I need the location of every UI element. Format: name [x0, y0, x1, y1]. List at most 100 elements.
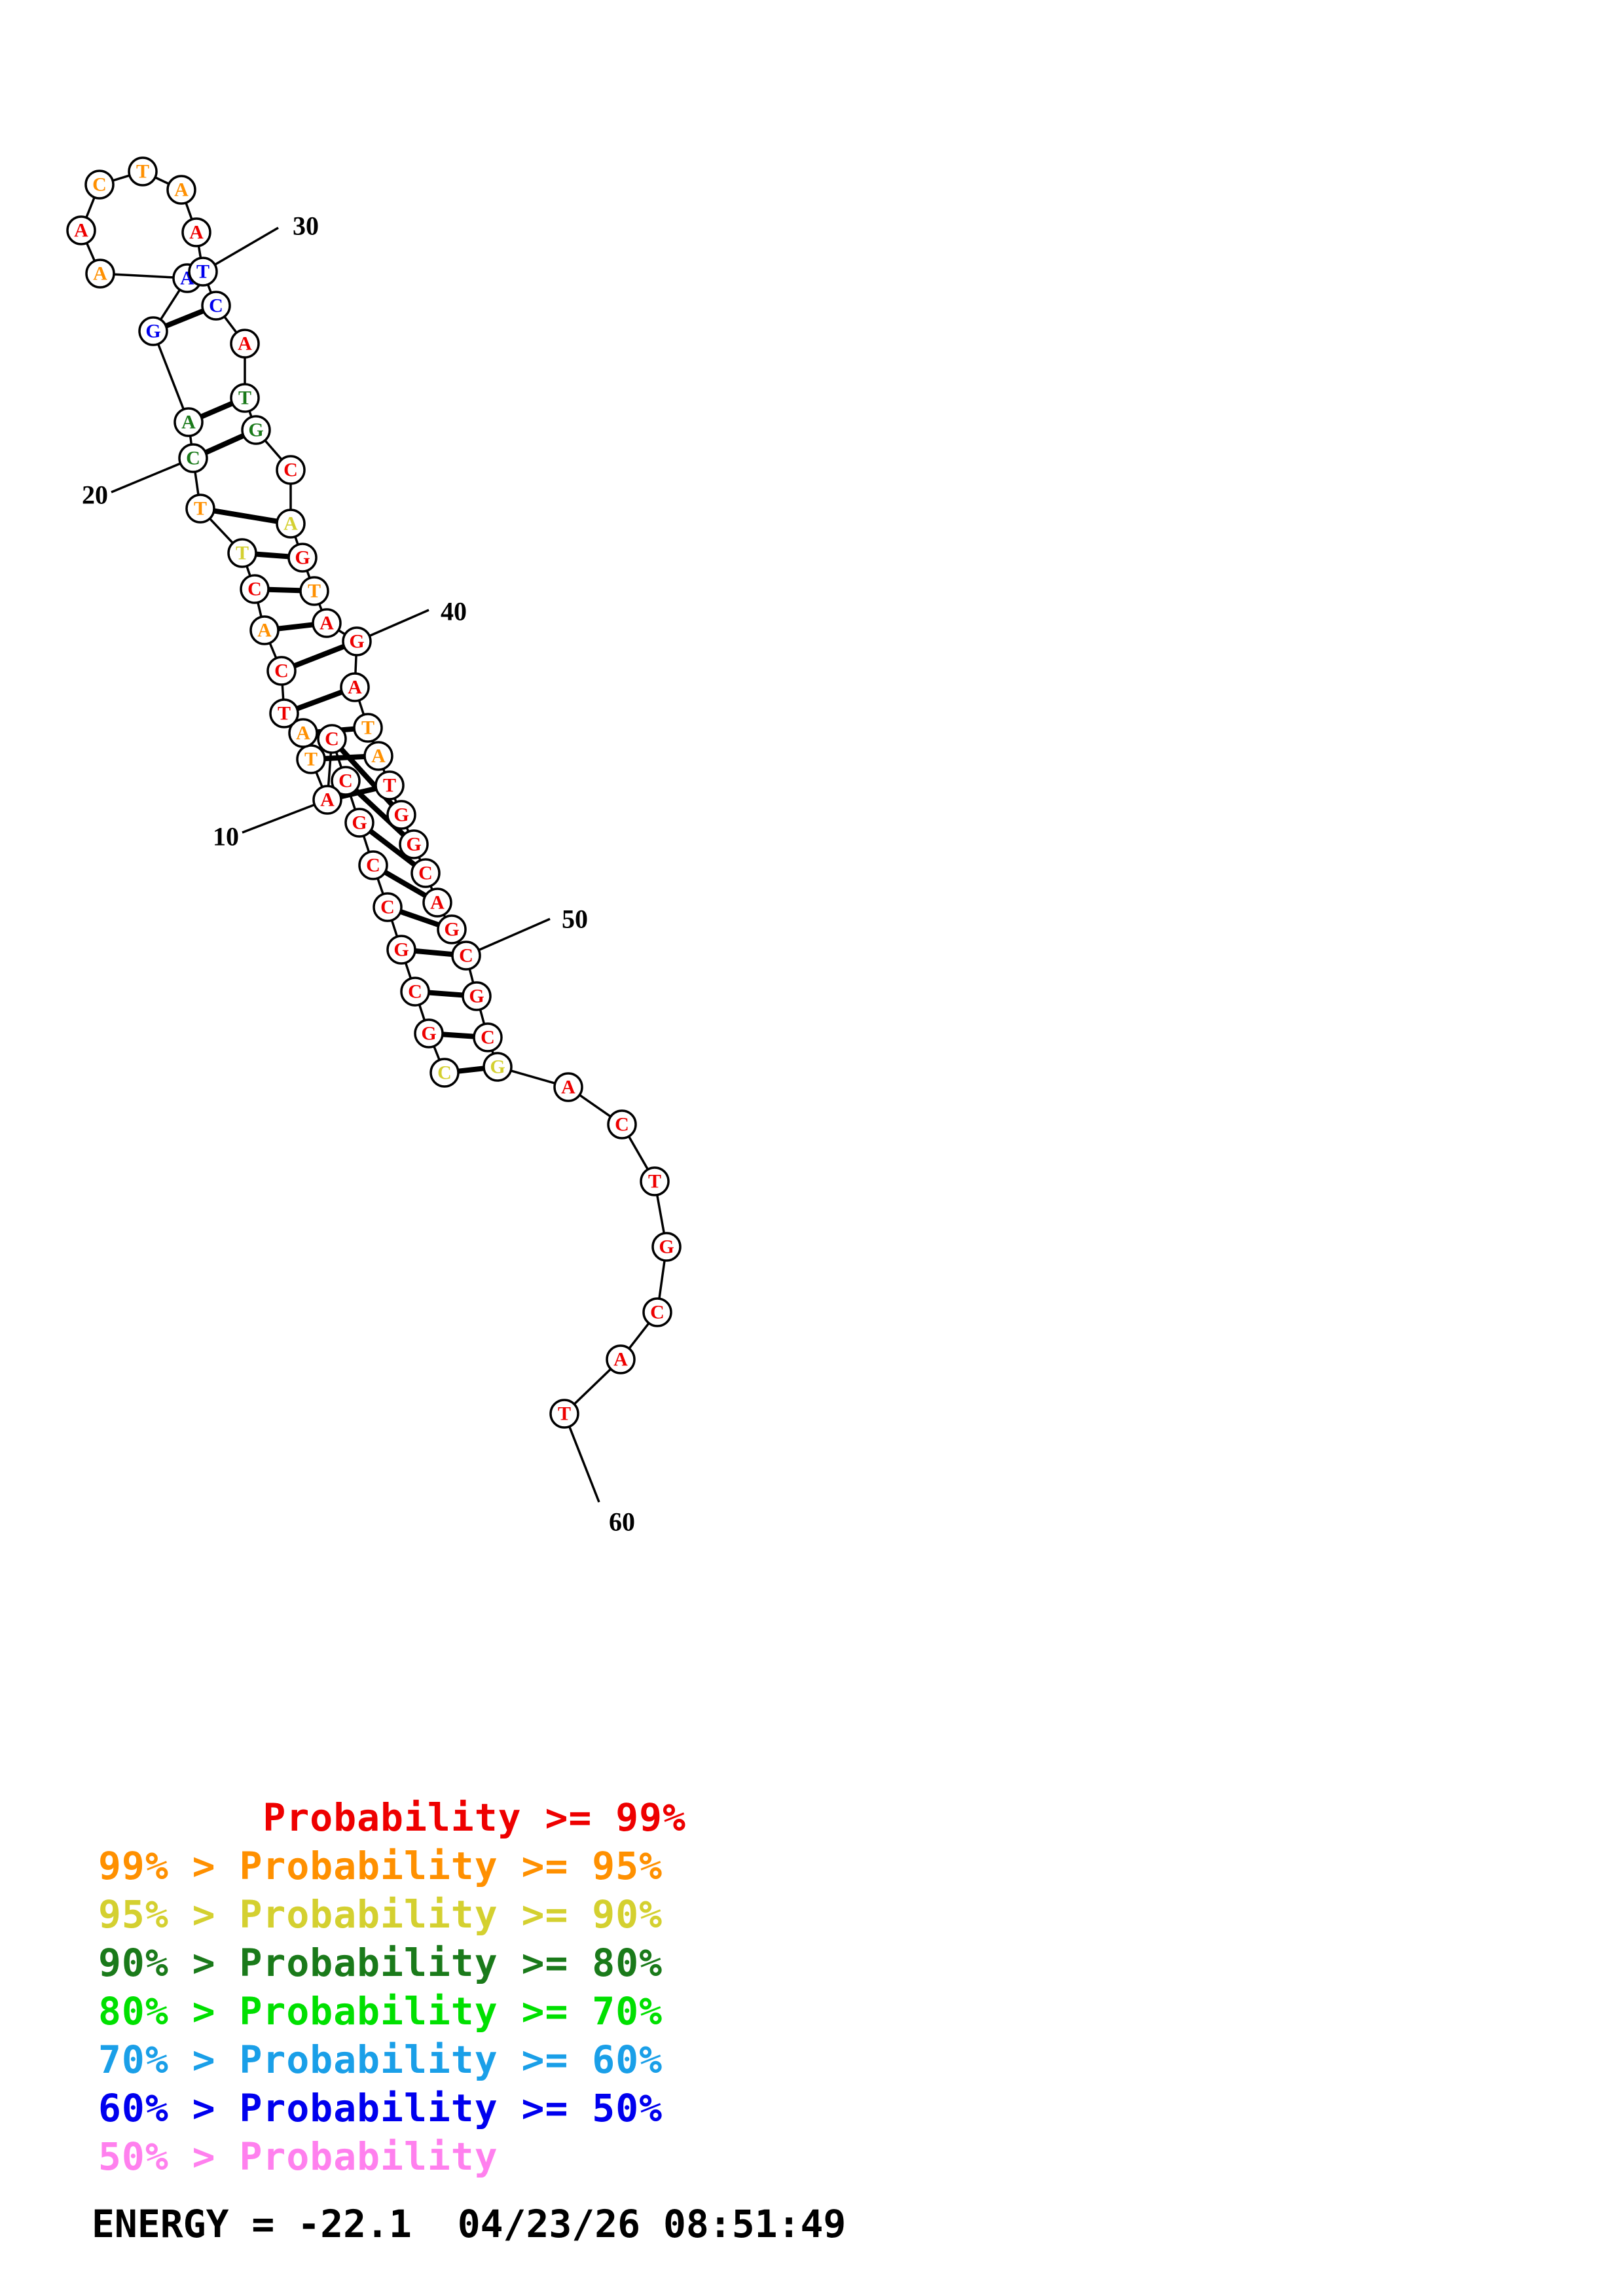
base-circle: [181, 217, 211, 247]
base-node[interactable]: C: [240, 574, 270, 604]
backbone-bond: [197, 245, 202, 259]
backbone-bond: [85, 242, 96, 262]
base-circle: [358, 850, 388, 880]
base-node[interactable]: C: [317, 724, 347, 754]
base-pair-bond: [384, 870, 427, 898]
base-node[interactable]: A: [312, 608, 342, 638]
base-node[interactable]: C: [201, 291, 231, 321]
base-node[interactable]: T: [353, 713, 383, 743]
base-node[interactable]: A: [312, 785, 342, 815]
base-node[interactable]: A: [288, 718, 318, 748]
base-node[interactable]: T: [185, 493, 215, 524]
base-letter: G: [352, 812, 367, 834]
base-node[interactable]: G: [399, 829, 429, 859]
base-node[interactable]: C: [642, 1297, 672, 1327]
base-pair-bond: [164, 308, 205, 329]
probability-legend: Probability >= 99% 99% > Probability >= …: [0, 1793, 1623, 2250]
backbone-bond: [113, 273, 174, 279]
base-letter: A: [257, 620, 272, 641]
backbone-bond: [156, 343, 185, 410]
base-letter: T: [236, 543, 249, 564]
base-node[interactable]: A: [181, 217, 211, 247]
backbone-bond: [418, 1004, 426, 1021]
base-letter: A: [561, 1077, 575, 1098]
base-node[interactable]: G: [386, 800, 416, 830]
base-node[interactable]: T: [230, 383, 260, 413]
base-letter: C: [366, 855, 380, 876]
base-node[interactable]: A: [230, 329, 260, 359]
backbone-layer: [85, 174, 666, 1405]
base-letter: C: [418, 863, 433, 884]
base-letter: T: [196, 261, 210, 283]
base-node[interactable]: T: [188, 257, 218, 287]
base-node[interactable]: C: [400, 977, 430, 1007]
base-node[interactable]: C: [266, 656, 297, 686]
base-letter: C: [274, 660, 289, 682]
base-node[interactable]: T: [549, 1399, 579, 1429]
backbone-bond: [655, 1194, 666, 1234]
position-label: 20: [82, 480, 108, 510]
base-node[interactable]: A: [249, 615, 280, 645]
base-letter: G: [393, 939, 409, 961]
base-node[interactable]: T: [128, 156, 158, 187]
base-node[interactable]: T: [640, 1166, 670, 1196]
base-node[interactable]: G: [462, 981, 492, 1011]
base-node[interactable]: G: [483, 1052, 513, 1082]
base-letter: G: [393, 804, 409, 826]
base-node[interactable]: G: [651, 1232, 682, 1262]
base-node[interactable]: G: [437, 914, 467, 944]
base-node[interactable]: G: [342, 626, 372, 656]
base-node[interactable]: T: [374, 770, 405, 800]
base-node[interactable]: C: [373, 892, 403, 922]
base-circle: [642, 1297, 672, 1327]
base-node[interactable]: A: [276, 509, 306, 539]
base-circle: [317, 724, 347, 754]
base-node[interactable]: G: [241, 415, 271, 445]
base-node[interactable]: C: [331, 766, 361, 796]
base-letter: G: [444, 919, 459, 941]
base-node[interactable]: C: [607, 1109, 637, 1139]
base-node[interactable]: G: [287, 543, 318, 573]
base-node[interactable]: C: [276, 455, 306, 485]
base-node[interactable]: A: [422, 888, 452, 918]
backbone-bond: [348, 793, 357, 810]
base-node[interactable]: A: [340, 672, 370, 702]
base-node[interactable]: G: [138, 316, 168, 346]
base-letter: A: [613, 1349, 628, 1371]
base-letter: G: [490, 1056, 505, 1078]
base-node[interactable]: C: [410, 858, 441, 888]
base-node[interactable]: G: [386, 935, 416, 965]
base-node[interactable]: C: [473, 1022, 503, 1052]
base-circle: [451, 941, 481, 971]
backbone-bond: [85, 196, 96, 219]
base-circle: [340, 672, 370, 702]
base-node[interactable]: A: [66, 215, 96, 245]
base-node[interactable]: C: [178, 443, 208, 473]
base-node[interactable]: A: [553, 1072, 583, 1102]
base-node[interactable]: A: [173, 407, 204, 437]
backbone-bond: [318, 603, 323, 611]
base-letter: A: [371, 745, 386, 767]
base-pair-bond: [399, 909, 440, 927]
position-label-layer: 30 20 40 10 50 60: [82, 211, 635, 1537]
base-node[interactable]: A: [606, 1344, 636, 1374]
base-circle: [266, 656, 297, 686]
base-node[interactable]: G: [344, 808, 374, 838]
base-circle: [462, 981, 492, 1011]
base-node[interactable]: C: [451, 941, 481, 971]
base-node[interactable]: T: [299, 576, 329, 606]
base-node[interactable]: G: [414, 1018, 444, 1049]
base-node[interactable]: C: [358, 850, 388, 880]
base-node[interactable]: A: [166, 175, 196, 205]
base-letter: T: [136, 161, 149, 183]
base-circle: [288, 718, 318, 748]
base-node[interactable]: T: [227, 538, 257, 568]
backbone-bond: [627, 1136, 649, 1170]
backbone-bond: [112, 174, 130, 182]
base-node[interactable]: T: [269, 698, 299, 728]
base-node[interactable]: A: [85, 259, 115, 289]
base-node[interactable]: T: [296, 744, 326, 774]
base-node[interactable]: C: [429, 1058, 460, 1088]
base-node[interactable]: A: [363, 741, 393, 771]
base-node[interactable]: C: [84, 170, 115, 200]
